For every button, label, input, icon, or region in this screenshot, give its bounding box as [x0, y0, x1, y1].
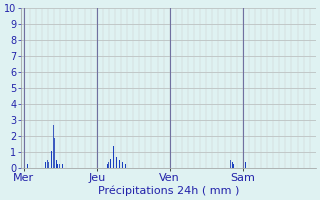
Bar: [47, 160, 48, 168]
Bar: [108, 162, 109, 168]
Bar: [111, 156, 112, 168]
Bar: [230, 160, 231, 168]
Bar: [48, 162, 49, 168]
Bar: [53, 125, 54, 168]
Bar: [245, 162, 246, 168]
Bar: [232, 162, 233, 168]
Bar: [122, 162, 123, 168]
Bar: [62, 164, 63, 168]
Bar: [116, 157, 117, 168]
Bar: [54, 138, 55, 168]
Bar: [119, 160, 120, 168]
Bar: [233, 164, 234, 168]
Bar: [125, 164, 126, 168]
Bar: [27, 164, 28, 168]
Bar: [107, 164, 108, 168]
Bar: [110, 159, 111, 168]
Bar: [59, 164, 60, 168]
Bar: [60, 164, 61, 168]
Bar: [56, 160, 57, 168]
X-axis label: Précipitations 24h ( mm ): Précipitations 24h ( mm ): [98, 185, 239, 196]
Bar: [45, 162, 46, 168]
Bar: [113, 146, 114, 168]
Bar: [83, 167, 84, 168]
